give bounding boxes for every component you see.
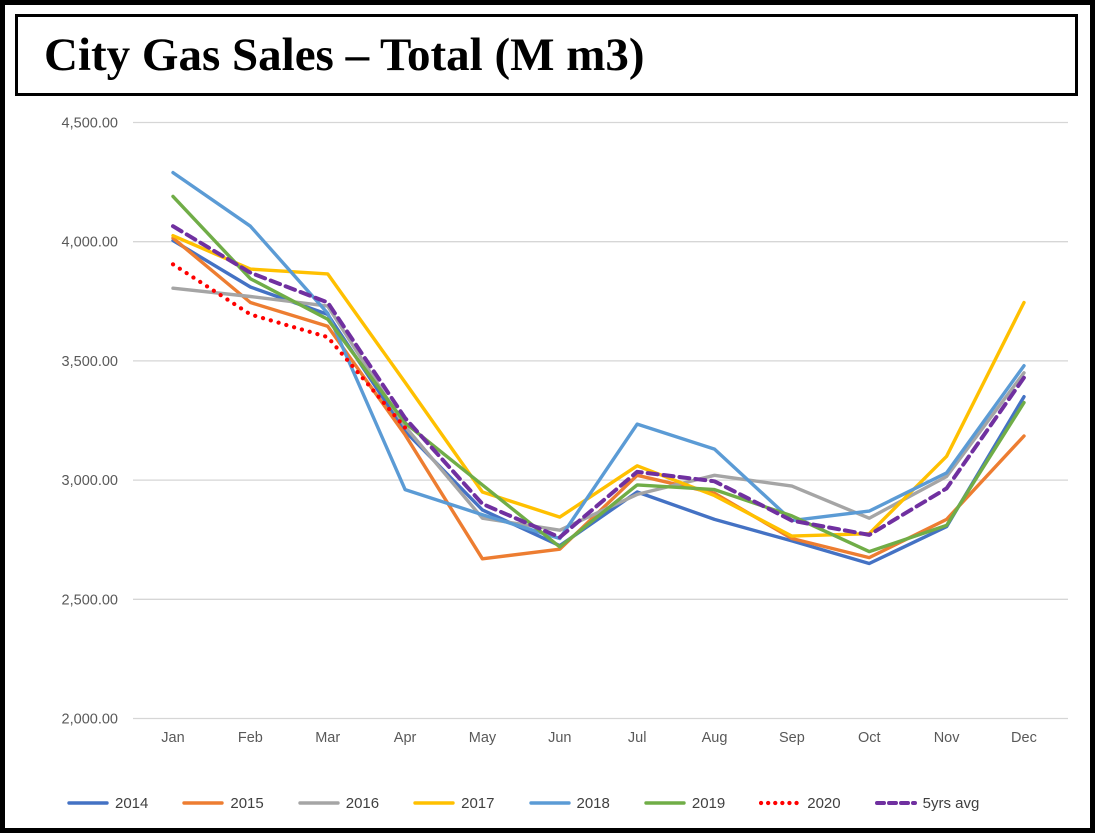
chart-title-box: City Gas Sales – Total (M m3)	[15, 14, 1078, 96]
x-axis-tick-label: Jun	[548, 730, 571, 746]
series-line-2017[interactable]	[171, 234, 1026, 538]
x-axis-tick-label: Nov	[934, 730, 961, 746]
series-line-2016[interactable]	[171, 286, 1026, 532]
x-axis-tick-label: Dec	[1011, 730, 1037, 746]
legend-label: 2020	[807, 794, 841, 812]
legend-swatch-2016	[298, 801, 340, 805]
y-axis-tick-label: 4,000.00	[62, 235, 118, 251]
legend-item-5yrs-avg[interactable]: 5yrs avg	[874, 794, 980, 812]
chart-legend: 2014 2015 2016 2017 2018 2019 2020 5yrs avg	[67, 786, 979, 820]
legend-item-2014[interactable]: 2014	[67, 795, 148, 812]
x-axis-tick-label: Mar	[315, 730, 340, 746]
chart-title: City Gas Sales – Total (M m3)	[44, 29, 645, 81]
legend-label: 2017	[461, 794, 495, 812]
y-axis-tick-label: 3,000.00	[62, 473, 118, 489]
legend-swatch-2017	[413, 801, 455, 805]
legend-swatch-2015	[182, 801, 225, 805]
legend-label: 2019	[691, 794, 726, 812]
legend-label: 2018	[576, 794, 610, 812]
x-axis-tick-label: Jan	[161, 730, 184, 746]
legend-item-2015[interactable]: 2015	[182, 794, 264, 812]
series-line-2014[interactable]	[171, 238, 1026, 566]
x-axis-tick-label: May	[469, 730, 497, 746]
series-line-5yrs-avg[interactable]	[171, 224, 1026, 540]
legend-item-2019[interactable]: 2019	[644, 795, 725, 812]
y-axis-tick-label: 2,500.00	[62, 592, 118, 608]
y-axis-tick-label: 4,500.00	[62, 116, 118, 132]
legend-item-2017[interactable]: 2017	[413, 794, 495, 812]
legend-item-2016[interactable]: 2016	[298, 795, 379, 812]
legend-item-2020[interactable]: 2020	[759, 794, 841, 812]
series-line-2018[interactable]	[171, 170, 1026, 541]
legend-swatch-5yrs-avg	[874, 801, 917, 805]
y-axis-tick-label: 3,500.00	[62, 354, 118, 370]
x-axis-tick-label: Oct	[858, 730, 881, 746]
x-axis-tick-label: Sep	[779, 730, 805, 746]
legend-label: 2016	[345, 794, 380, 812]
x-axis-tick-label: Feb	[238, 730, 263, 746]
legend-swatch-2019	[644, 801, 686, 805]
x-axis-tick-label: Jul	[628, 730, 647, 746]
legend-label: 5yrs avg	[922, 794, 980, 812]
legend-swatch-2020	[759, 800, 802, 806]
legend-label: 2014	[115, 794, 149, 812]
line-chart: 4,500.00 4,000.00 3,500.00 3,000.00 2,500.00…	[62, 116, 1068, 746]
series-line-2019[interactable]	[171, 194, 1026, 554]
legend-label: 2015	[230, 794, 264, 812]
legend-swatch-2014	[67, 801, 109, 805]
y-axis-tick-label: 2,000.00	[62, 712, 118, 728]
legend-swatch-2018	[528, 801, 571, 805]
x-axis-tick-label: Aug	[702, 730, 728, 746]
x-axis-tick-label: Apr	[394, 730, 417, 746]
legend-item-2018[interactable]: 2018	[528, 794, 610, 812]
